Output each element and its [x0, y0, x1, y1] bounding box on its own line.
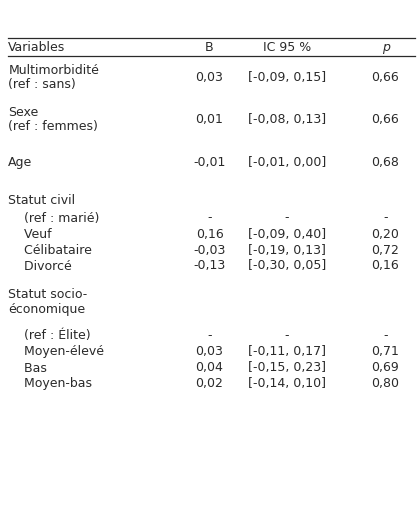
- Text: 0,80: 0,80: [372, 378, 399, 390]
- Text: -: -: [207, 329, 212, 343]
- Text: -0,13: -0,13: [194, 260, 225, 272]
- Text: (ref : femmes): (ref : femmes): [8, 120, 98, 132]
- Text: [-0,19, 0,13]: [-0,19, 0,13]: [248, 243, 326, 257]
- Text: 0,68: 0,68: [372, 156, 399, 168]
- Text: 0,71: 0,71: [372, 346, 399, 358]
- Text: [-0,11, 0,17]: [-0,11, 0,17]: [248, 346, 326, 358]
- Text: Célibataire: Célibataire: [8, 243, 92, 257]
- Text: [-0,08, 0,13]: [-0,08, 0,13]: [248, 112, 326, 126]
- Text: Moyen-bas: Moyen-bas: [8, 378, 92, 390]
- Text: -: -: [207, 212, 212, 224]
- Text: B: B: [205, 41, 214, 53]
- Text: 0,66: 0,66: [372, 112, 399, 126]
- Text: 0,04: 0,04: [196, 361, 223, 375]
- Text: (ref : marié): (ref : marié): [8, 212, 100, 224]
- Text: Bas: Bas: [8, 361, 47, 375]
- Text: [-0,09, 0,40]: [-0,09, 0,40]: [248, 228, 326, 240]
- Text: Statut socio-: Statut socio-: [8, 289, 88, 301]
- Text: Divorcé: Divorcé: [8, 260, 72, 272]
- Text: économique: économique: [8, 302, 85, 316]
- Text: p: p: [382, 41, 389, 53]
- Text: [-0,30, 0,05]: [-0,30, 0,05]: [248, 260, 326, 272]
- Text: Variables: Variables: [8, 41, 66, 53]
- Text: Sexe: Sexe: [8, 105, 39, 119]
- Text: 0,69: 0,69: [372, 361, 399, 375]
- Text: Multimorbidité: Multimorbidité: [8, 64, 99, 76]
- Text: 0,20: 0,20: [372, 228, 399, 240]
- Text: Age: Age: [8, 156, 33, 168]
- Text: Moyen-élevé: Moyen-élevé: [8, 346, 104, 358]
- Text: 0,03: 0,03: [196, 71, 223, 83]
- Text: Statut civil: Statut civil: [8, 193, 75, 207]
- Text: 0,03: 0,03: [196, 346, 223, 358]
- Text: [-0,14, 0,10]: [-0,14, 0,10]: [248, 378, 326, 390]
- Text: (ref : sans): (ref : sans): [8, 77, 76, 91]
- Text: [-0,09, 0,15]: [-0,09, 0,15]: [248, 71, 326, 83]
- Text: [-0,01, 0,00]: [-0,01, 0,00]: [248, 156, 326, 168]
- Text: -0,01: -0,01: [193, 156, 226, 168]
- Text: -: -: [383, 212, 388, 224]
- Text: -: -: [285, 329, 289, 343]
- Text: 0,01: 0,01: [196, 112, 223, 126]
- Text: IC 95 %: IC 95 %: [263, 41, 311, 53]
- Text: 0,16: 0,16: [372, 260, 399, 272]
- Text: (ref : Élite): (ref : Élite): [8, 329, 91, 343]
- Text: 0,66: 0,66: [372, 71, 399, 83]
- Text: Veuf: Veuf: [8, 228, 52, 240]
- Text: [-0,15, 0,23]: [-0,15, 0,23]: [248, 361, 326, 375]
- Text: -: -: [285, 212, 289, 224]
- Text: -: -: [383, 329, 388, 343]
- Text: -0,03: -0,03: [193, 243, 226, 257]
- Text: 0,02: 0,02: [196, 378, 223, 390]
- Text: 0,16: 0,16: [196, 228, 223, 240]
- Text: 0,72: 0,72: [372, 243, 399, 257]
